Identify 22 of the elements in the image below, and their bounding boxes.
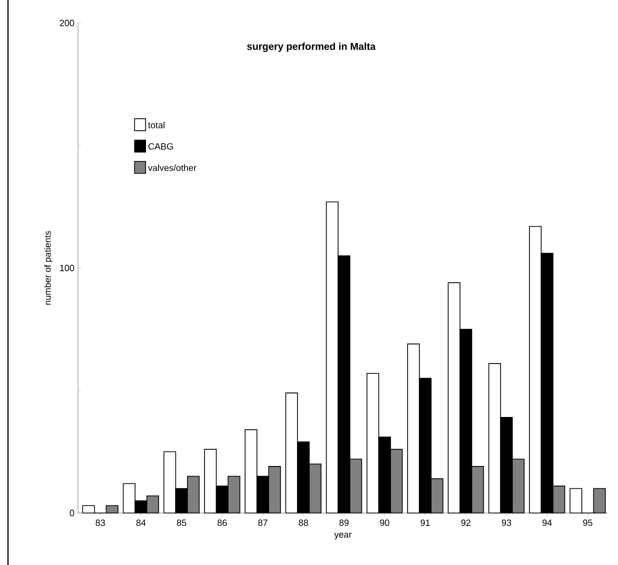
- legend-label: total: [148, 122, 164, 128]
- text: surgery performed in Malta: [247, 42, 376, 52]
- x-tick-label: 93: [502, 520, 512, 526]
- x-tick-label: 88: [298, 520, 308, 526]
- x-tick-label: 83: [96, 520, 105, 526]
- x-tick-label: 95: [583, 520, 592, 526]
- x-tick-label: 89: [339, 520, 349, 526]
- y-axis-title: number of patients: [44, 231, 53, 305]
- x-tick-label: 94: [542, 520, 552, 526]
- x-tick-label: 91: [420, 520, 430, 526]
- y-tick-label: 100: [60, 264, 74, 272]
- legend-label: valves/other: [148, 164, 196, 172]
- x-tick-label: 87: [258, 520, 268, 526]
- x-tick-label: 85: [176, 520, 186, 526]
- legend-label: CABG: [148, 143, 173, 150]
- y-tick-label: 0: [70, 510, 74, 516]
- x-tick-label: 86: [218, 520, 227, 526]
- x-axis-title: year: [334, 532, 352, 540]
- y-tick-label: 200: [60, 20, 74, 26]
- x-tick-label: 90: [380, 520, 390, 526]
- x-tick-label: 92: [461, 520, 470, 526]
- x-tick-label: 84: [136, 520, 146, 526]
